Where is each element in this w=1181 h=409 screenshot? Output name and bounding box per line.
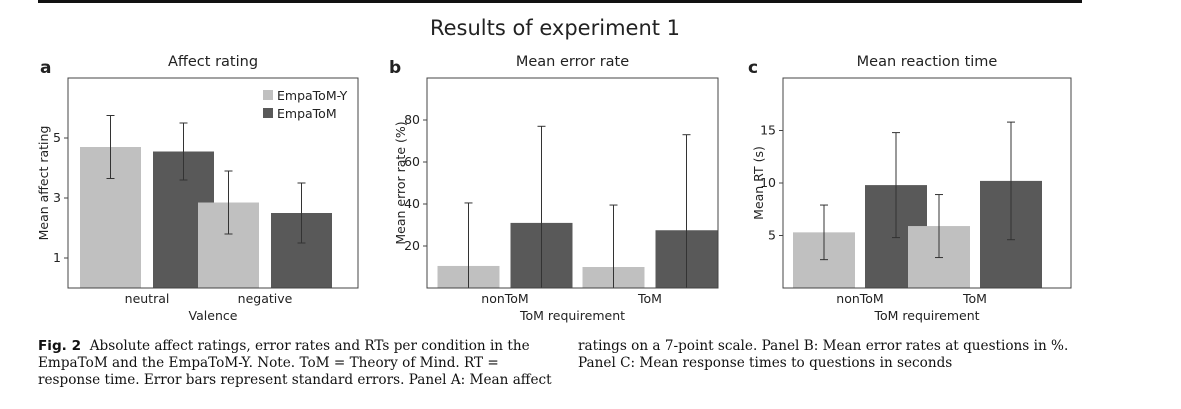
- x-tick-label: ToM: [637, 291, 662, 306]
- legend-swatch: [263, 90, 273, 100]
- caption-left: Fig. 2 Absolute affect ratings, error ra…: [38, 338, 558, 389]
- x-tick-label: ToM: [962, 291, 987, 306]
- legend-label: EmpaToM: [277, 106, 337, 121]
- y-tick-label: 20: [404, 238, 420, 253]
- top-rule: [38, 0, 1082, 3]
- caption-left-text: Absolute affect ratings, error rates and…: [38, 338, 552, 388]
- chart-title: Affect rating: [168, 54, 258, 70]
- y-axis-label: Mean error rate (%): [393, 121, 408, 244]
- chart-title: Mean error rate: [516, 54, 629, 70]
- panel-label-b: b: [389, 58, 401, 78]
- chart-title: Mean reaction time: [857, 54, 998, 70]
- caption-right-text: ratings on a 7-point scale. Panel B: Mea…: [578, 338, 1069, 371]
- x-tick-label: neutral: [125, 291, 170, 306]
- x-tick-label: negative: [238, 291, 293, 306]
- y-tick-label: 10: [760, 175, 776, 190]
- y-tick-label: 80: [404, 112, 420, 127]
- y-axis-label: Mean affect rating: [36, 126, 51, 241]
- caption-right: ratings on a 7-point scale. Panel B: Mea…: [578, 338, 1098, 372]
- x-tick-label: nonToM: [481, 291, 528, 306]
- x-axis-label: ToM requirement: [873, 308, 979, 323]
- y-tick-label: 40: [404, 196, 420, 211]
- panel-label-c: c: [748, 58, 758, 78]
- figure-title: Results of experiment 1: [429, 16, 681, 40]
- caption-label: Fig. 2: [38, 338, 82, 354]
- x-axis-label: Valence: [189, 308, 238, 323]
- x-tick-label: nonToM: [836, 291, 883, 306]
- x-axis-label: ToM requirement: [519, 308, 625, 323]
- y-tick-label: 1: [53, 250, 61, 265]
- figure-charts: a Affect rating neutral negative 1 3 5 Valence M…: [36, 54, 1072, 323]
- y-tick-label: 5: [53, 130, 61, 145]
- panel-label-a: a: [40, 58, 51, 78]
- y-tick-label: 3: [53, 190, 61, 205]
- legend-swatch: [263, 108, 273, 118]
- y-tick-label: 15: [760, 123, 776, 138]
- plot-frame: [426, 77, 719, 289]
- legend-label: EmpaToM-Y: [277, 88, 348, 103]
- y-axis-label: Mean RT (s): [751, 146, 766, 220]
- plot-frame: [67, 77, 359, 289]
- y-tick-label: 60: [404, 154, 420, 169]
- y-tick-label: 5: [768, 228, 776, 243]
